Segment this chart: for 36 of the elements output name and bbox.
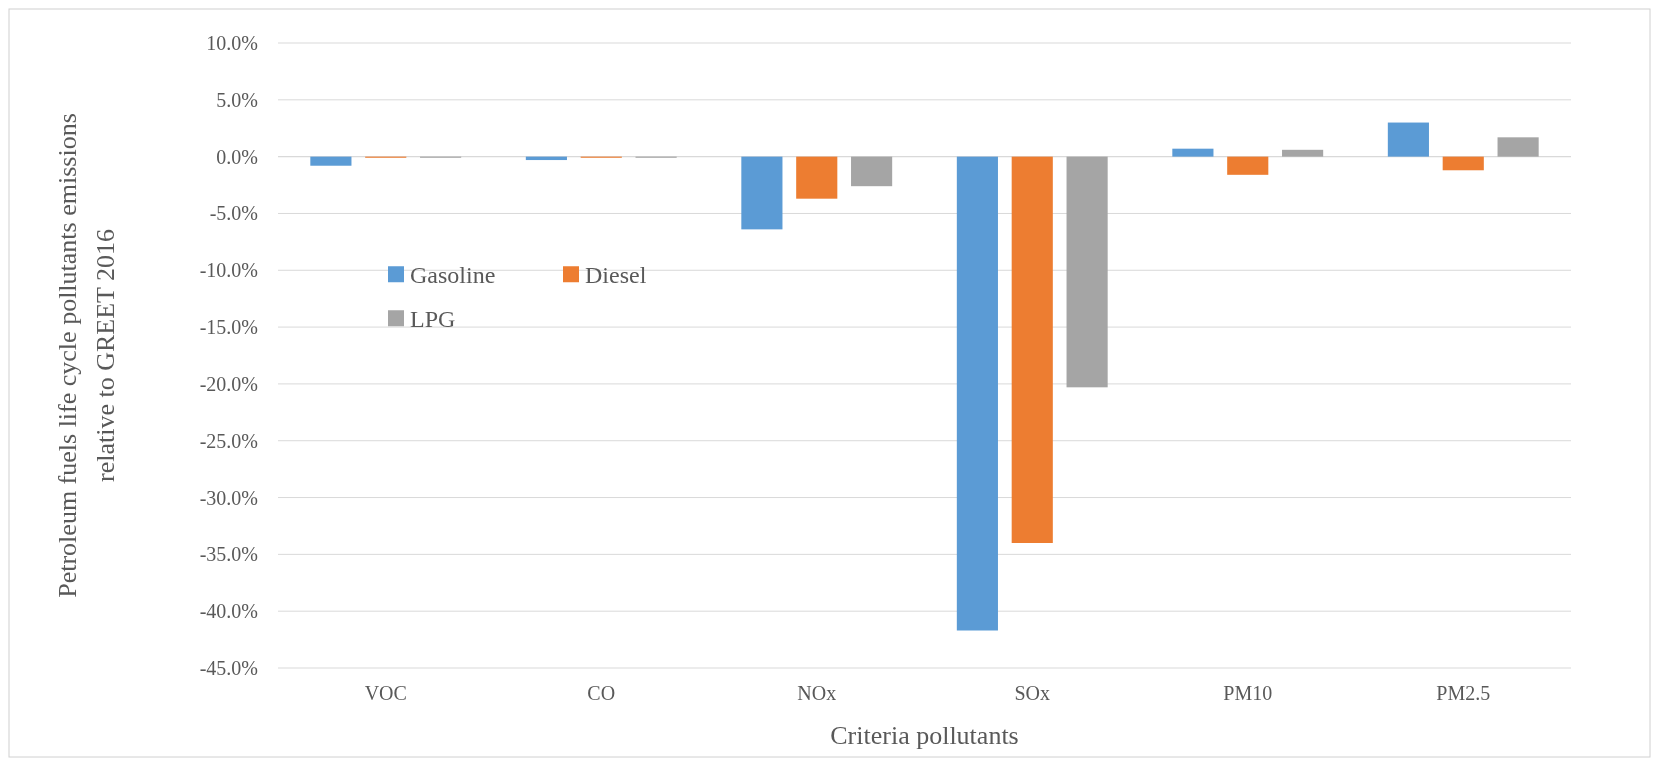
y-tick-label: -45.0%: [199, 657, 258, 679]
x-axis-title: Criteria pollutants: [830, 721, 1019, 750]
legend-label: Diesel: [585, 261, 647, 288]
bar: [741, 156, 783, 230]
y-tick-label: 5.0%: [216, 88, 258, 111]
x-tick-label: CO: [587, 682, 616, 704]
bar: [1497, 137, 1539, 157]
bar: [1172, 148, 1214, 157]
y-tick-label: 10.0%: [206, 32, 258, 54]
bar: [956, 156, 998, 631]
y-tick-label: -30.0%: [199, 486, 258, 509]
legend-label: LPG: [410, 305, 456, 332]
y-tick-label: -35.0%: [199, 543, 258, 566]
x-tick-label: PM10: [1223, 682, 1273, 704]
y-tick-label: -25.0%: [199, 429, 258, 452]
bar: [1442, 156, 1484, 171]
bar: [1011, 156, 1053, 543]
bar: [1227, 156, 1269, 175]
bar: [1282, 149, 1324, 157]
bar: [310, 156, 352, 166]
y-tick-label: -20.0%: [199, 372, 258, 395]
y-tick-label: -10.0%: [199, 259, 258, 282]
bar: [796, 156, 838, 199]
y-tick-label: 0.0%: [216, 145, 258, 168]
y-tick-label: -15.0%: [199, 316, 258, 339]
bar: [1387, 122, 1429, 157]
legend-label: Gasoline: [410, 261, 496, 288]
x-tick-label: PM2.5: [1436, 682, 1491, 704]
bar: [851, 156, 893, 187]
x-tick-label: VOC: [364, 682, 407, 704]
y-tick-label: -5.0%: [209, 202, 258, 225]
y-axis-title: Petroleum fuels life cycle pollutants emissions relative to GREET 2016: [53, 113, 120, 598]
y-tick-label: -40.0%: [199, 600, 258, 623]
x-tick-label: SOx: [1014, 682, 1051, 704]
x-tick-label: NOx: [797, 682, 837, 704]
bar: [1066, 156, 1108, 388]
